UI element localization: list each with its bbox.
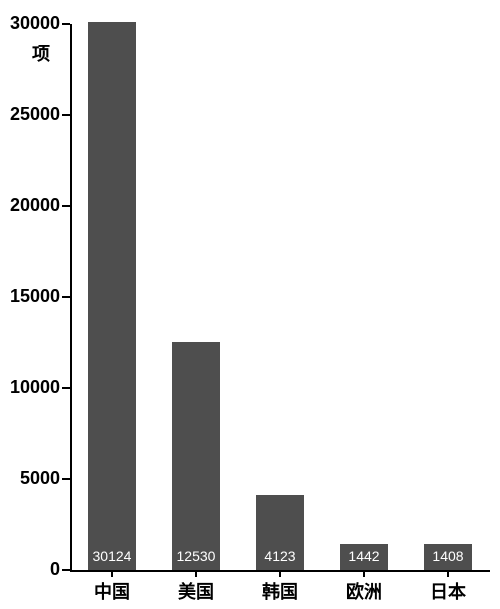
x-tick bbox=[279, 572, 281, 577]
bar-chart: 0 5000 10000 15000 20000 25000 30000 项 30124 中国 12… bbox=[0, 0, 500, 609]
x-tick bbox=[195, 572, 197, 577]
bar: 1442 bbox=[340, 544, 387, 570]
y-unit-label: 项 bbox=[32, 40, 50, 66]
category-label: 美国 bbox=[154, 578, 238, 604]
y-tick-label: 5000 bbox=[20, 468, 60, 489]
category-label: 欧洲 bbox=[322, 578, 406, 604]
y-tick bbox=[62, 23, 70, 25]
y-tick bbox=[62, 478, 70, 480]
y-axis bbox=[70, 24, 72, 572]
y-tick bbox=[62, 387, 70, 389]
y-tick-label: 10000 bbox=[10, 377, 60, 398]
y-tick bbox=[62, 205, 70, 207]
bar-value-label: 12530 bbox=[172, 548, 219, 564]
category-label: 中国 bbox=[70, 578, 154, 604]
y-tick bbox=[62, 114, 70, 116]
bar: 4123 bbox=[256, 495, 303, 570]
bar-value-label: 30124 bbox=[88, 548, 135, 564]
x-tick bbox=[447, 572, 449, 577]
y-tick bbox=[62, 296, 70, 298]
y-tick-label: 15000 bbox=[10, 286, 60, 307]
category-label: 韩国 bbox=[238, 578, 322, 604]
bar-value-label: 1442 bbox=[340, 548, 387, 564]
y-tick-label: 0 bbox=[50, 559, 60, 580]
category-label: 日本 bbox=[406, 578, 490, 604]
bar: 12530 bbox=[172, 342, 219, 570]
x-tick bbox=[111, 572, 113, 577]
bar: 1408 bbox=[424, 544, 471, 570]
bar-value-label: 1408 bbox=[424, 548, 471, 564]
bar: 30124 bbox=[88, 22, 135, 570]
y-tick-label: 30000 bbox=[10, 13, 60, 34]
y-tick bbox=[62, 569, 70, 571]
y-tick-label: 20000 bbox=[10, 195, 60, 216]
bar-value-label: 4123 bbox=[256, 548, 303, 564]
x-tick bbox=[363, 572, 365, 577]
y-tick-label: 25000 bbox=[10, 104, 60, 125]
